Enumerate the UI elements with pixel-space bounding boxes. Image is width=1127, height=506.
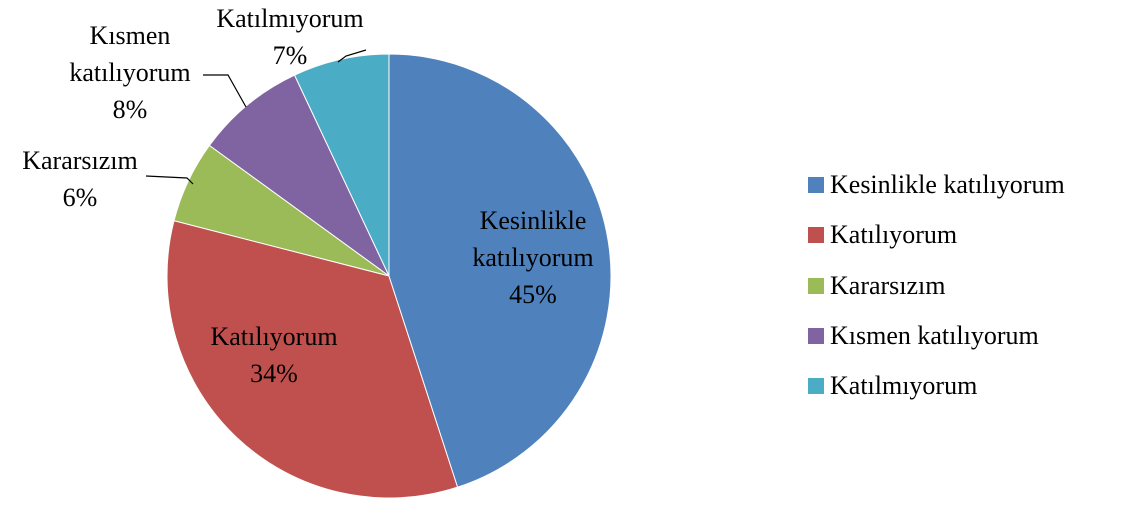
legend-swatch [808,177,824,194]
slice-label-value: 45% [509,280,557,309]
slice-label: Kısmen katılıyorum 8% [55,17,205,128]
legend: Kesinlikle katılıyorum Katılıyorum Kararsı… [808,160,1065,411]
slice-label: Kararsızım 6% [0,142,170,216]
legend-swatch [808,227,824,244]
slice-label-value: 7% [272,41,308,70]
legend-label: Kısmen katılıyorum [830,321,1039,351]
legend-item: Kesinlikle katılıyorum [808,160,1065,210]
pie-slice [208,74,390,277]
slice-label-name: Katılmıyorum [216,4,364,33]
slice-label-value: 34% [250,359,298,388]
legend-label: Katılıyorum [830,220,958,250]
pie-slice [388,53,612,488]
legend-swatch [808,277,824,294]
pie-slice [166,220,459,499]
slice-label-value: 8% [112,95,148,124]
legend-label: Kararsızım [830,270,946,300]
slice-label: Katılmıyorum 7% [190,0,390,74]
legend-label: Kesinlikle katılıyorum [830,170,1065,200]
legend-label: Katılmıyorum [830,371,978,401]
legend-item: Kararsızım [808,261,1065,311]
slice-label-name: Katılıyorum [210,322,338,351]
slice-label: Katılıyorum 34% [174,318,374,392]
leader-line [203,74,247,108]
leader-line [145,175,194,185]
legend-item: Kısmen katılıyorum [808,311,1065,361]
legend-item: Katılıyorum [808,210,1065,260]
slice-label-name: Kararsızım [22,146,138,175]
slice-label-name: Kısmen katılıyorum [69,21,191,87]
legend-swatch [808,378,824,395]
legend-swatch [808,328,824,345]
slice-label: Kesinlikle katılıyorum 45% [448,202,618,313]
leader-line [337,49,367,63]
legend-item: Katılmıyorum [808,361,1065,411]
slice-label-name: Kesinlikle katılıyorum [472,206,594,272]
slice-label-value: 6% [62,183,98,212]
